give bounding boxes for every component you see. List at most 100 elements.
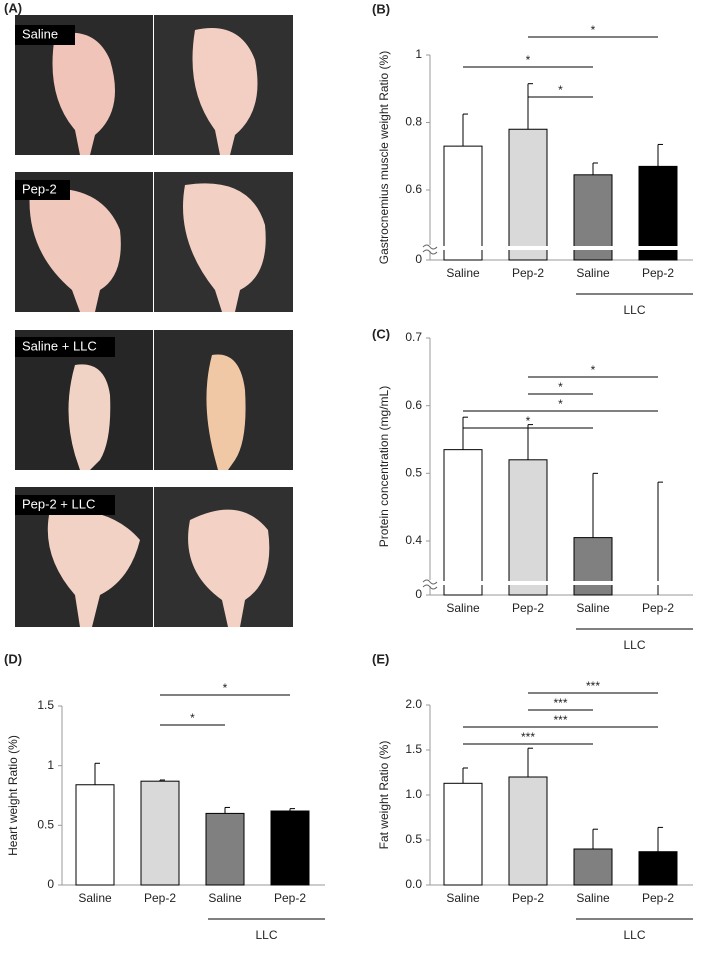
- x-tick-label: Pep-2: [512, 266, 544, 280]
- y-tick-label: 0.5: [405, 466, 422, 480]
- bar: [205, 812, 245, 886]
- x-tick-label: Pep-2: [144, 891, 176, 905]
- group-label: LLC: [255, 928, 277, 942]
- panel-label: (E): [372, 651, 389, 666]
- photo-label: Pep-2 + LLC: [22, 496, 95, 511]
- muscle: [206, 354, 246, 470]
- x-tick-label: Saline: [576, 891, 610, 905]
- y-tick-label: 0.4: [405, 533, 422, 547]
- break-gap: [424, 580, 436, 586]
- bar: [443, 145, 483, 261]
- significance-label: *: [526, 414, 531, 428]
- photo-tag: [15, 337, 115, 357]
- significance-label: *: [558, 380, 563, 394]
- photo-row: Saline: [15, 15, 293, 155]
- x-tick-label: Saline: [446, 266, 480, 280]
- break-band: [440, 581, 683, 585]
- muscle: [52, 32, 115, 155]
- x-tick-label: Pep-2: [274, 891, 306, 905]
- photo-label: Pep-2: [22, 181, 57, 196]
- muscle: [68, 364, 111, 470]
- y-tick-label: 1: [47, 758, 54, 772]
- x-tick-label: Saline: [576, 601, 610, 615]
- y-tick-label: 1: [415, 47, 422, 61]
- bar: [573, 174, 613, 261]
- significance-label: ***: [553, 713, 567, 727]
- y-tick-label: 0.6: [405, 398, 422, 412]
- bar: [573, 848, 613, 886]
- significance-label: ***: [521, 730, 535, 744]
- y-tick-label: 0.8: [405, 115, 422, 129]
- photo-tag: [15, 495, 115, 515]
- muscle: [192, 28, 258, 155]
- y-axis-label: Fat weight Ratio (%): [377, 741, 391, 850]
- muscle: [47, 509, 140, 627]
- y-tick-label: 0.5: [37, 818, 54, 832]
- y-tick-label: 0: [47, 877, 54, 891]
- significance-label: *: [558, 83, 563, 97]
- y-axis-label: Heart weight Ratio (%): [6, 735, 20, 856]
- significance-label: *: [591, 363, 596, 377]
- panel-label: (D): [4, 651, 22, 666]
- significance-label: *: [223, 681, 228, 695]
- x-tick-label: Pep-2: [512, 891, 544, 905]
- muscle: [188, 509, 270, 627]
- group-label: LLC: [623, 638, 645, 652]
- x-tick-label: Saline: [446, 891, 480, 905]
- y-tick-label: 0: [415, 252, 422, 266]
- y-axis-label: Protein concentration (mg/mL): [377, 386, 391, 547]
- y-tick-label: 2.0: [405, 697, 422, 711]
- panel-label: (B): [372, 1, 390, 16]
- x-tick-label: Pep-2: [642, 266, 674, 280]
- bar: [443, 782, 483, 886]
- bar: [573, 537, 613, 596]
- photo-row: Pep-2 + LLC: [15, 487, 293, 627]
- photo-tag: [15, 180, 70, 200]
- significance-label: *: [190, 711, 195, 725]
- group-label: LLC: [623, 928, 645, 942]
- photo-label: Saline: [22, 26, 58, 41]
- significance-label: *: [558, 397, 563, 411]
- break-band: [440, 246, 683, 250]
- bar: [638, 851, 678, 886]
- bar: [75, 784, 115, 886]
- y-tick-label: 1.5: [37, 698, 54, 712]
- break-mark: [422, 579, 438, 590]
- photo-row: Pep-2: [15, 172, 293, 312]
- y-tick-label: 0.5: [405, 832, 422, 846]
- x-tick-label: Pep-2: [512, 601, 544, 615]
- bar: [508, 459, 548, 596]
- panel-label: (A): [4, 0, 22, 15]
- bar: [638, 165, 678, 261]
- x-tick-label: Saline: [446, 601, 480, 615]
- muscle: [29, 188, 121, 312]
- y-tick-label: 0: [415, 587, 422, 601]
- group-label: LLC: [623, 303, 645, 317]
- bar: [270, 810, 310, 886]
- significance-label: *: [591, 23, 596, 37]
- y-tick-label: 0.0: [405, 877, 422, 891]
- significance-label: ***: [586, 679, 600, 693]
- significance-label: ***: [553, 696, 567, 710]
- y-axis-label: Gastrocnemius muscle weight Ratio (%): [377, 51, 391, 264]
- x-tick-label: Saline: [576, 266, 610, 280]
- x-tick-label: Pep-2: [642, 601, 674, 615]
- x-tick-label: Pep-2: [642, 891, 674, 905]
- y-tick-label: 1.5: [405, 742, 422, 756]
- photo-tag: [15, 25, 75, 45]
- break-mark: [422, 244, 438, 255]
- bar: [140, 780, 180, 886]
- panel-label: (C): [372, 326, 390, 341]
- muscle: [183, 183, 266, 312]
- significance-label: *: [526, 53, 531, 67]
- bar: [443, 449, 483, 596]
- photo-panel: (A) Saline Pep-2 Saline + LLC: [4, 0, 293, 627]
- y-tick-label: 0.6: [405, 182, 422, 196]
- bar: [508, 128, 548, 261]
- x-tick-label: Saline: [208, 891, 242, 905]
- bar: [508, 776, 548, 886]
- break-gap: [424, 245, 436, 251]
- photo-label: Saline + LLC: [22, 338, 97, 353]
- y-tick-label: 1.0: [405, 787, 422, 801]
